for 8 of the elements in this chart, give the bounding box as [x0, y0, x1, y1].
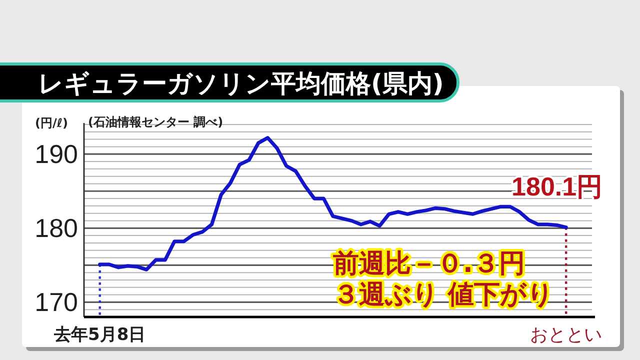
y-axis-title: (円/ℓ)	[35, 116, 68, 130]
chart-title: レギュラーガソリン平均価格(県内)	[38, 69, 444, 98]
y-tick-label: 190	[34, 139, 78, 170]
annotation: (石油情報センター 調べ)	[88, 115, 224, 129]
y-tick-label: 170	[34, 287, 78, 318]
x-tick-label: おととい	[530, 324, 602, 346]
y-tick-label: 180	[34, 213, 78, 244]
x-tick-label: 去年5月8日	[53, 325, 146, 345]
